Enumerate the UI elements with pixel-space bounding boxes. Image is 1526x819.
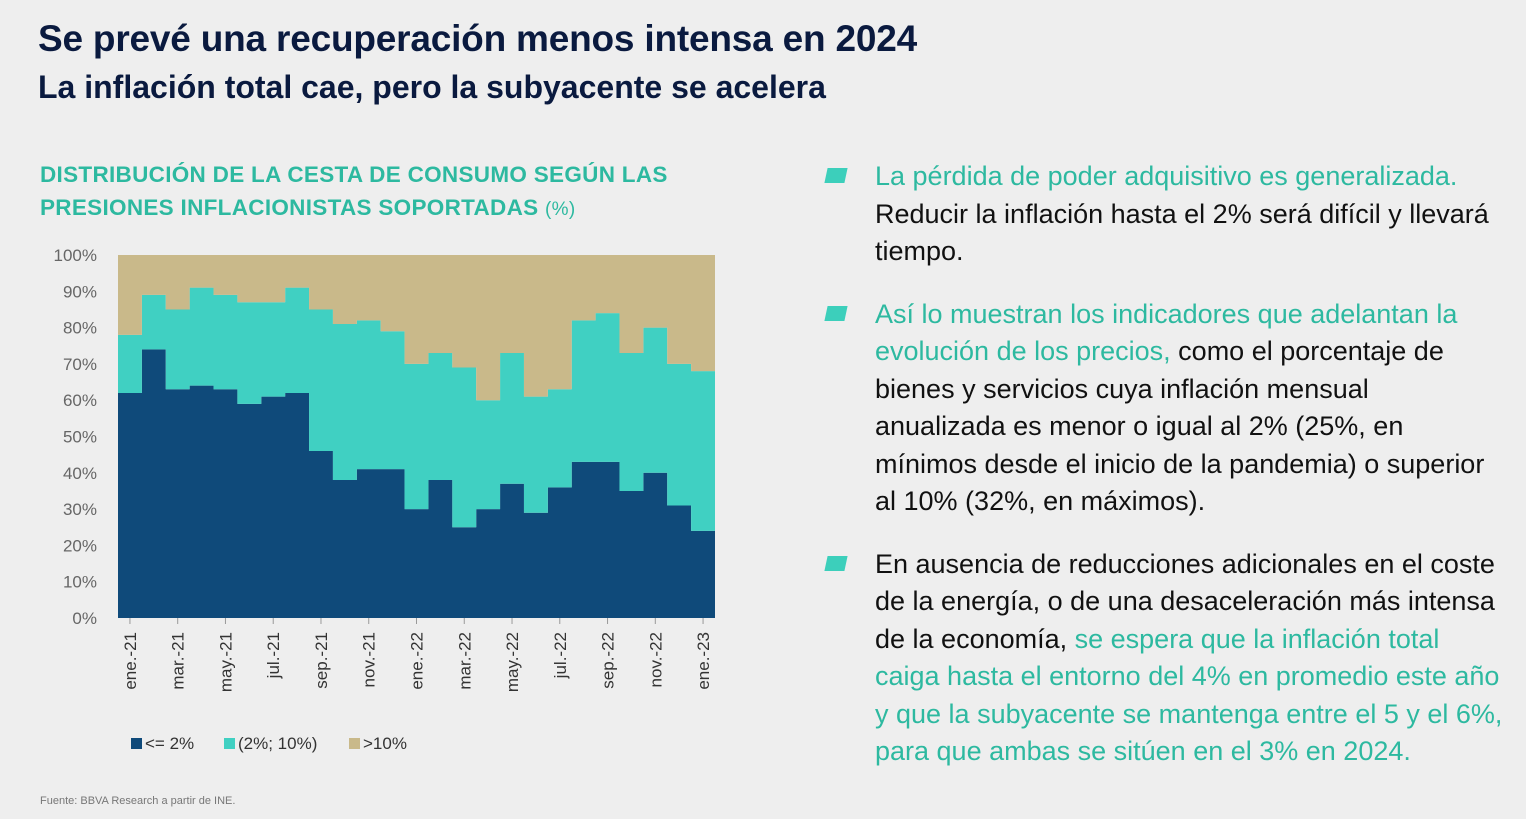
page-title: Se prevé una recuperación menos intensa … <box>38 18 917 59</box>
chart-title: DISTRIBUCIÓN DE LA CESTA DE CONSUMO SEGÚ… <box>40 158 760 226</box>
y-tick-label: 20% <box>63 536 97 555</box>
legend-label: <= 2% <box>145 734 194 753</box>
x-tick-label: sep.-22 <box>599 632 618 689</box>
y-tick-label: 30% <box>63 500 97 519</box>
bullet-marker-icon <box>824 168 848 183</box>
bullet-2-text-a: Así lo muestran los indicadores que adel… <box>875 298 1458 367</box>
legend-label: (2%; 10%) <box>238 734 317 753</box>
x-tick-label: sep.-21 <box>312 632 331 689</box>
y-tick-label: 0% <box>72 609 97 628</box>
bullet-3-text-a: En ausencia de reducciones adicionales e… <box>875 548 1495 654</box>
x-tick-label: ene.-23 <box>694 632 713 690</box>
area-series-3 <box>118 255 715 401</box>
bullet-item-3: En ausencia de reducciones adicionales e… <box>824 546 1504 771</box>
legend-swatch <box>349 738 360 749</box>
area-series-2 <box>118 287 715 531</box>
bullet-marker-icon <box>824 555 848 571</box>
chart-title-text: DISTRIBUCIÓN DE LA CESTA DE CONSUMO SEGÚ… <box>40 162 668 220</box>
bullet-item-2: Así lo muestran los indicadores que adel… <box>824 296 1504 521</box>
stacked-area-chart: 0% 10% 20% 30% 40% 50% 60% 70% 80% 90% 100% ene.-21… <box>54 246 715 753</box>
x-tick-label: mar.-22 <box>455 632 474 690</box>
page-subtitle: La inflación total cae, pero la subyacen… <box>38 69 826 105</box>
y-tick-label: 50% <box>63 428 97 447</box>
bullet-item-1: La pérdida de poder adquisitivo es gener… <box>824 158 1504 271</box>
x-tick-label: ene.-22 <box>408 632 427 690</box>
x-tick-label: nov.-22 <box>646 632 665 687</box>
y-tick-label: 10% <box>63 573 97 592</box>
bullet-marker-icon <box>824 305 848 321</box>
y-tick-label: 90% <box>63 282 97 301</box>
y-tick-label: 100% <box>54 246 97 265</box>
y-tick-label: 70% <box>63 355 97 374</box>
y-tick-label: 40% <box>63 464 97 483</box>
bullet-2-text-b: como el porcentaje de bienes y servicios… <box>875 336 1485 516</box>
bullet-list: La pérdida de poder adquisitivo es gener… <box>824 158 1504 796</box>
bullet-3-text-b: se espera que la inflación total caiga h… <box>875 623 1503 767</box>
x-tick-label: nov.-21 <box>360 632 379 687</box>
chart-title-unit: (%) <box>545 199 576 220</box>
x-tick-label: jul.-22 <box>551 632 570 679</box>
y-tick-label: 80% <box>63 319 97 338</box>
legend-label: >10% <box>363 734 407 753</box>
source-note: Fuente: BBVA Research a partir de INE. <box>40 795 236 807</box>
x-tick-label: jul.-21 <box>264 632 283 679</box>
bullet-1-text-a: La pérdida de poder adquisitivo es gener… <box>875 161 1458 191</box>
x-tick-label: ene.-21 <box>121 632 140 690</box>
x-tick-label: may.-22 <box>503 632 522 692</box>
x-tick-label: may.-21 <box>216 632 235 692</box>
y-tick-label: 60% <box>63 391 97 410</box>
area-series-1 <box>118 349 715 618</box>
legend-swatch <box>224 738 235 749</box>
x-tick-label: mar.-21 <box>169 632 188 690</box>
legend-swatch <box>131 738 142 749</box>
bullet-1-text-b: Reducir la inflación hasta el 2% será di… <box>875 198 1489 267</box>
